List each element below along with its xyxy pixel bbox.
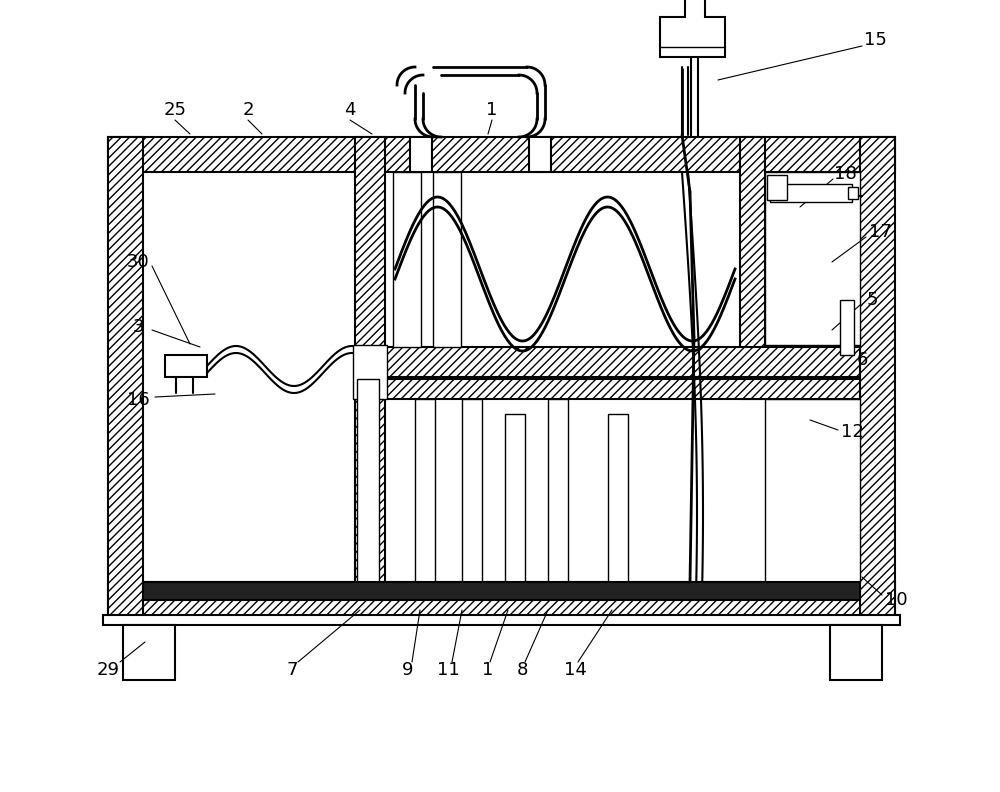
Text: 5: 5: [866, 291, 878, 309]
Bar: [830, 625, 882, 680]
Bar: [765, 399, 860, 582]
Bar: [393, 172, 421, 347]
Text: 25: 25: [164, 101, 186, 119]
Text: 14: 14: [564, 661, 586, 679]
Bar: [608, 414, 628, 582]
Text: 6: 6: [856, 351, 868, 369]
Bar: [355, 137, 385, 582]
Bar: [353, 345, 387, 399]
Bar: [165, 355, 207, 377]
Bar: [385, 379, 860, 399]
Bar: [770, 184, 852, 202]
Bar: [848, 187, 858, 199]
Polygon shape: [660, 0, 725, 57]
Bar: [433, 172, 461, 347]
Bar: [108, 582, 895, 617]
Bar: [740, 137, 765, 399]
Text: 17: 17: [869, 223, 891, 241]
Text: 11: 11: [437, 661, 459, 679]
Bar: [410, 137, 432, 172]
Text: 10: 10: [885, 591, 907, 609]
Bar: [462, 399, 482, 582]
Text: 18: 18: [834, 165, 856, 183]
Text: 9: 9: [402, 661, 414, 679]
Bar: [108, 137, 143, 617]
Text: 7: 7: [286, 661, 298, 679]
Text: 30: 30: [127, 253, 149, 271]
Text: 15: 15: [864, 31, 886, 49]
Bar: [103, 615, 900, 625]
Text: 2: 2: [242, 101, 254, 119]
Bar: [767, 175, 787, 200]
Text: 29: 29: [96, 661, 120, 679]
Bar: [108, 137, 895, 172]
Bar: [415, 399, 435, 582]
Bar: [143, 582, 860, 600]
Bar: [357, 379, 379, 582]
Bar: [505, 414, 525, 582]
Bar: [529, 137, 551, 172]
Bar: [860, 137, 895, 617]
Text: 3: 3: [132, 318, 144, 336]
Text: 1: 1: [482, 661, 494, 679]
Bar: [765, 172, 860, 345]
Text: 1: 1: [486, 101, 498, 119]
Bar: [548, 399, 568, 582]
Bar: [123, 625, 175, 680]
Text: 16: 16: [127, 391, 149, 409]
Bar: [385, 347, 860, 377]
Text: 4: 4: [344, 101, 356, 119]
Bar: [840, 300, 854, 355]
Bar: [143, 172, 860, 582]
Text: 12: 12: [841, 423, 863, 441]
Text: 8: 8: [516, 661, 528, 679]
